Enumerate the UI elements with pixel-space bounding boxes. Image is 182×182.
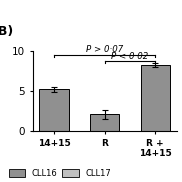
Text: (B): (B) <box>0 25 14 38</box>
Bar <box>141 65 170 131</box>
Text: P < 0·02: P < 0·02 <box>111 52 149 61</box>
Legend: CLL16, CLL17: CLL16, CLL17 <box>5 166 114 181</box>
Bar <box>90 114 119 131</box>
Bar <box>39 89 69 131</box>
Text: P > 0·07: P > 0·07 <box>86 45 123 54</box>
